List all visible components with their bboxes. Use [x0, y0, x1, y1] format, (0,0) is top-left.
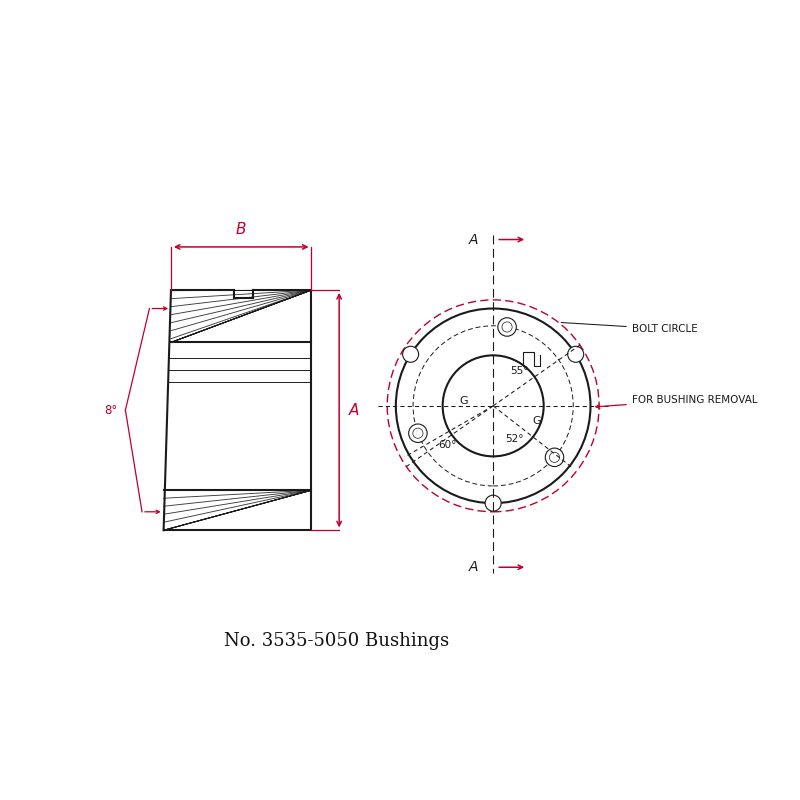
Text: BOLT CIRCLE: BOLT CIRCLE — [561, 322, 698, 334]
Text: G: G — [459, 396, 468, 406]
Circle shape — [546, 448, 564, 466]
Circle shape — [485, 495, 501, 511]
Circle shape — [402, 346, 418, 362]
Text: 8°: 8° — [104, 404, 118, 417]
Text: A: A — [469, 233, 478, 246]
Text: B: B — [236, 222, 246, 237]
Text: 55°: 55° — [510, 366, 529, 376]
Text: A: A — [349, 402, 358, 418]
Circle shape — [568, 346, 584, 362]
Text: 60°: 60° — [438, 440, 456, 450]
Circle shape — [498, 318, 516, 336]
Text: FOR BUSHING REMOVAL: FOR BUSHING REMOVAL — [596, 394, 758, 409]
Circle shape — [409, 424, 427, 442]
Text: A: A — [469, 560, 478, 574]
Text: G: G — [532, 416, 541, 426]
Text: 52°: 52° — [506, 434, 524, 443]
Text: No. 3535-5050 Bushings: No. 3535-5050 Bushings — [223, 632, 449, 650]
